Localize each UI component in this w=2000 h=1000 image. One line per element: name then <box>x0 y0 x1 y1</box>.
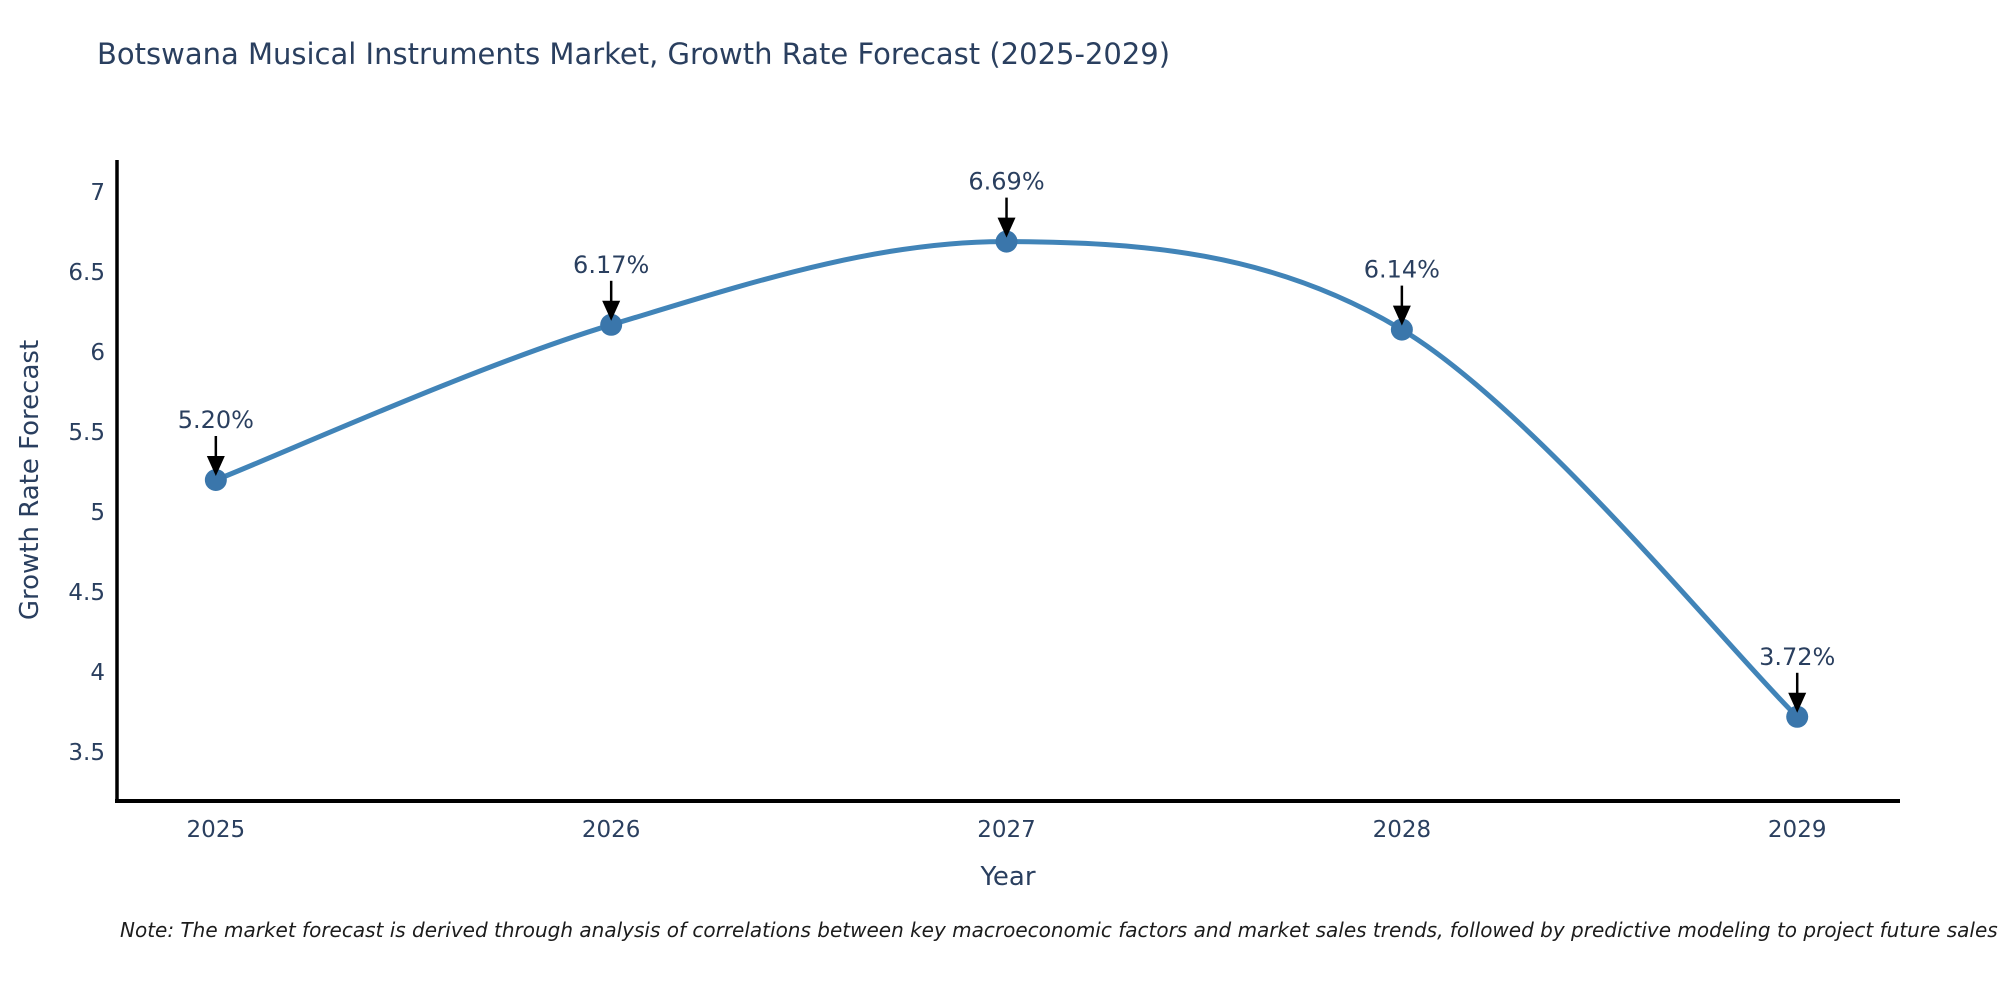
data-point-2025 <box>204 469 227 491</box>
annotation-label-2026: 6.17% <box>573 251 649 279</box>
data-point-2029 <box>1786 705 1809 728</box>
annotation-arrowhead-2026 <box>602 300 621 321</box>
footnote: Note: The market forecast is derived thr… <box>120 918 1998 942</box>
y-tick-label: 4 <box>90 660 105 686</box>
y-tick-label: 4.5 <box>68 580 105 606</box>
x-tick-label: 2029 <box>1768 817 1827 843</box>
annotation-arrowhead-2028 <box>1392 305 1411 326</box>
series-line <box>213 239 1800 720</box>
x-tick-label: 2025 <box>187 817 246 843</box>
annotation-arrowhead-2025 <box>206 456 225 476</box>
y-tick-label: 3.5 <box>68 740 105 766</box>
annotation-label-2028: 6.14% <box>1364 256 1440 284</box>
data-point-2028 <box>1390 318 1413 341</box>
data-point-2027 <box>995 230 1018 253</box>
annotation-label-2025: 5.20% <box>178 406 254 434</box>
x-tick-label: 2028 <box>1373 817 1432 843</box>
annotation-label-2027: 6.69% <box>968 168 1044 196</box>
x-axis-title: Year <box>980 862 1036 892</box>
data-point-2026 <box>600 313 623 336</box>
x-tick-label: 2027 <box>977 817 1036 843</box>
annotation-arrowhead-2027 <box>997 217 1016 238</box>
y-tick-label: 5 <box>90 500 105 526</box>
y-tick-label: 7 <box>90 180 105 206</box>
y-axis-title: Growth Rate Forecast <box>15 339 45 621</box>
x-tick-label: 2026 <box>582 817 641 843</box>
annotation-label-2029: 3.72% <box>1759 643 1835 671</box>
y-tick-label: 6.5 <box>68 260 105 286</box>
y-tick-label: 5.5 <box>68 420 105 446</box>
annotation-arrowhead-2029 <box>1788 692 1807 713</box>
y-tick-label: 6 <box>90 340 105 366</box>
chart-title: Botswana Musical Instruments Market, Gro… <box>97 37 1171 71</box>
